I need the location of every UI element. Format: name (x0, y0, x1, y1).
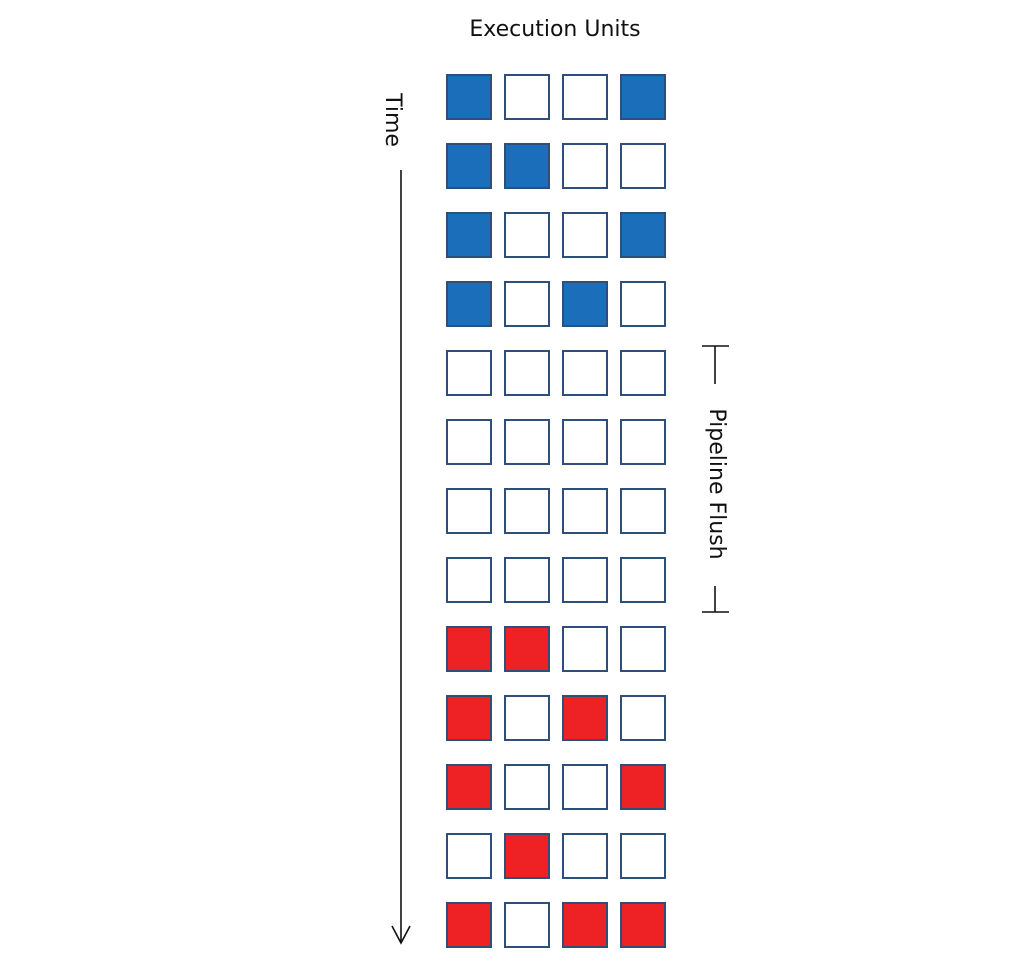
grid-row (446, 143, 666, 189)
execution-unit-cell-blue (446, 143, 492, 189)
execution-unit-cell-empty (620, 143, 666, 189)
execution-unit-cell-empty (620, 419, 666, 465)
execution-unit-cell-empty (504, 350, 550, 396)
execution-unit-cell-empty (504, 419, 550, 465)
execution-unit-cell-blue (620, 212, 666, 258)
execution-unit-cell-empty (446, 557, 492, 603)
execution-unit-cell-blue (504, 143, 550, 189)
execution-unit-cell-red (504, 833, 550, 879)
execution-unit-cell-blue (446, 281, 492, 327)
grid-row (446, 902, 666, 948)
execution-grid (446, 74, 666, 948)
execution-unit-cell-empty (446, 488, 492, 534)
execution-unit-cell-empty (562, 212, 608, 258)
execution-unit-cell-empty (562, 74, 608, 120)
execution-unit-cell-empty (620, 695, 666, 741)
grid-row (446, 488, 666, 534)
execution-unit-cell-red (446, 764, 492, 810)
execution-unit-cell-blue (446, 74, 492, 120)
execution-unit-cell-red (504, 626, 550, 672)
execution-unit-cell-empty (562, 488, 608, 534)
execution-unit-cell-empty (504, 488, 550, 534)
execution-unit-cell-red (446, 626, 492, 672)
execution-unit-cell-empty (620, 281, 666, 327)
execution-unit-cell-empty (562, 143, 608, 189)
grid-row (446, 212, 666, 258)
execution-unit-cell-empty (446, 833, 492, 879)
execution-unit-cell-red (562, 902, 608, 948)
execution-unit-cell-empty (620, 833, 666, 879)
execution-unit-cell-empty (620, 488, 666, 534)
execution-unit-cell-empty (562, 626, 608, 672)
grid-row (446, 833, 666, 879)
execution-unit-cell-blue (620, 74, 666, 120)
execution-unit-cell-empty (620, 557, 666, 603)
execution-unit-cell-empty (562, 350, 608, 396)
diagram-title: Execution Units (469, 17, 640, 42)
execution-unit-cell-red (446, 695, 492, 741)
grid-row (446, 557, 666, 603)
execution-unit-cell-empty (562, 557, 608, 603)
execution-unit-cell-blue (562, 281, 608, 327)
execution-unit-cell-red (620, 902, 666, 948)
execution-unit-cell-empty (562, 764, 608, 810)
execution-unit-cell-empty (620, 350, 666, 396)
grid-row (446, 764, 666, 810)
execution-unit-cell-red (446, 902, 492, 948)
pipeline-flush-label: Pipeline Flush (704, 408, 729, 559)
time-axis: Time (380, 92, 411, 945)
grid-row (446, 419, 666, 465)
execution-unit-cell-empty (562, 419, 608, 465)
execution-unit-cell-empty (504, 764, 550, 810)
grid-row (446, 74, 666, 120)
grid-row (446, 695, 666, 741)
grid-row (446, 626, 666, 672)
grid-row (446, 281, 666, 327)
execution-unit-cell-empty (504, 212, 550, 258)
execution-unit-cell-blue (446, 212, 492, 258)
execution-unit-cell-empty (504, 695, 550, 741)
time-label: Time (380, 92, 405, 147)
execution-unit-cell-empty (620, 626, 666, 672)
execution-unit-cell-red (620, 764, 666, 810)
grid-row (446, 350, 666, 396)
execution-unit-cell-empty (504, 74, 550, 120)
execution-unit-cell-red (562, 695, 608, 741)
execution-unit-cell-empty (504, 557, 550, 603)
execution-unit-cell-empty (562, 833, 608, 879)
execution-unit-cell-empty (504, 902, 550, 948)
pipeline-flush-bracket: Pipeline Flush (702, 345, 729, 613)
time-arrow-head (391, 925, 411, 945)
execution-unit-cell-empty (504, 281, 550, 327)
execution-unit-cell-empty (446, 350, 492, 396)
execution-unit-cell-empty (446, 419, 492, 465)
